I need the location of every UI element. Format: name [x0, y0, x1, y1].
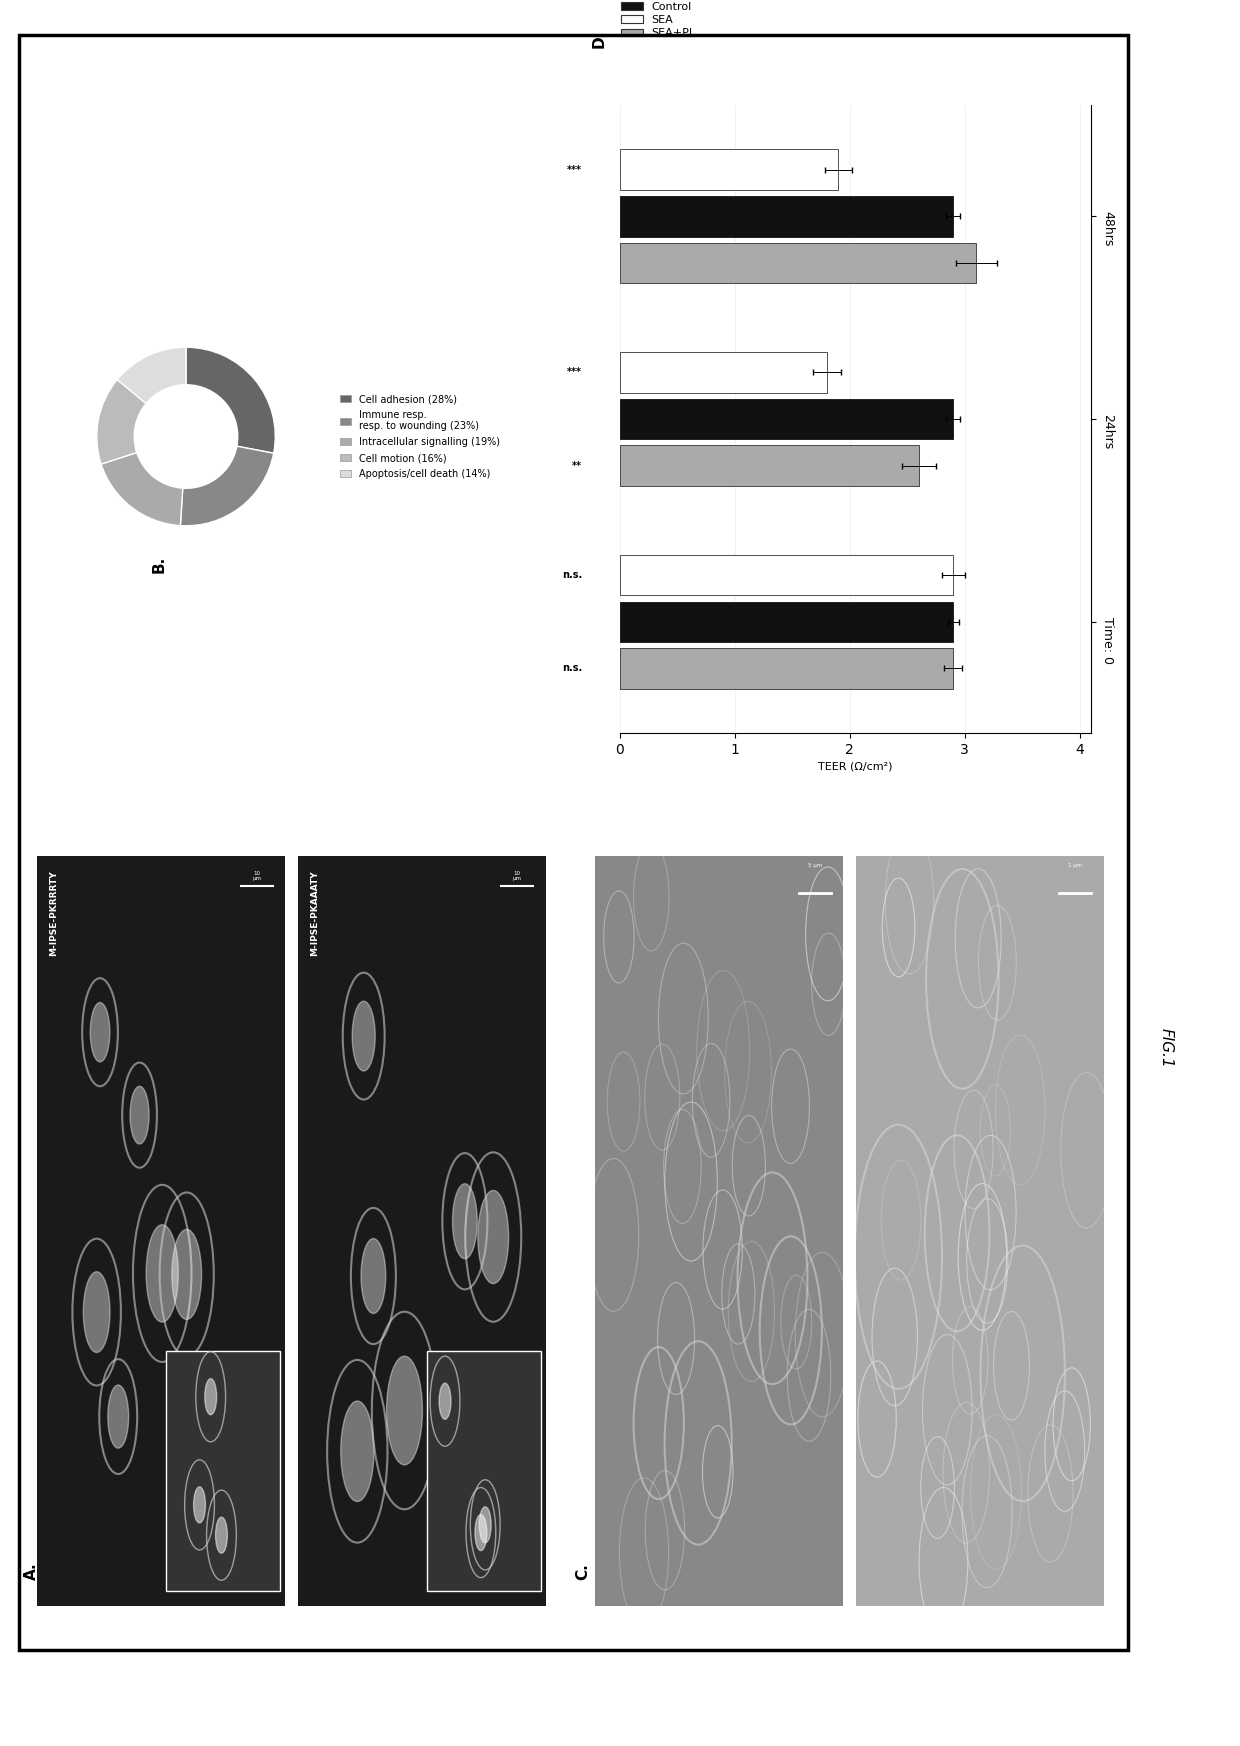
Wedge shape	[97, 379, 146, 464]
Text: **: **	[573, 461, 583, 471]
Circle shape	[475, 1514, 487, 1550]
Bar	[620, 445, 919, 485]
Text: n.s.: n.s.	[562, 663, 583, 674]
Text: 1 μm: 1 μm	[1068, 863, 1083, 868]
Circle shape	[439, 1383, 451, 1419]
Text: D.: D.	[591, 30, 606, 47]
Text: ***: ***	[568, 164, 583, 175]
Wedge shape	[118, 347, 186, 403]
Bar	[427, 1351, 541, 1591]
Circle shape	[146, 1224, 179, 1322]
Bar	[620, 243, 976, 283]
Circle shape	[352, 1000, 376, 1070]
Text: ***: ***	[568, 367, 583, 377]
Bar	[166, 1351, 280, 1591]
Text: C.: C.	[575, 1563, 590, 1580]
Text: 5 μm: 5 μm	[807, 863, 822, 868]
Circle shape	[341, 1400, 374, 1502]
Text: 10
μm: 10 μm	[252, 871, 262, 882]
Circle shape	[453, 1184, 477, 1259]
Circle shape	[130, 1086, 149, 1144]
Bar	[620, 602, 954, 643]
Bar	[620, 353, 827, 393]
Circle shape	[205, 1379, 217, 1414]
Text: M-IPSE-PKAAATY: M-IPSE-PKAAATY	[310, 871, 319, 957]
Bar	[620, 648, 954, 688]
Circle shape	[361, 1238, 386, 1313]
Bar	[620, 150, 838, 190]
Circle shape	[172, 1229, 202, 1320]
Circle shape	[387, 1357, 423, 1465]
Text: n.s.: n.s.	[562, 571, 583, 580]
X-axis label: TEER (Ω/cm²): TEER (Ω/cm²)	[818, 761, 893, 772]
Circle shape	[83, 1271, 110, 1353]
Circle shape	[216, 1517, 227, 1554]
Text: FIG.1: FIG.1	[1158, 1028, 1173, 1067]
Circle shape	[108, 1385, 129, 1447]
Legend: Control, SEA, SEA+PI: Control, SEA, SEA+PI	[616, 0, 697, 42]
Text: A.: A.	[24, 1563, 38, 1580]
Text: M-IPSE-PKRRRTY: M-IPSE-PKRRRTY	[50, 871, 58, 957]
Wedge shape	[186, 347, 275, 454]
Circle shape	[480, 1507, 491, 1543]
Circle shape	[193, 1488, 206, 1523]
Wedge shape	[180, 447, 274, 526]
Bar	[620, 398, 954, 440]
Bar	[620, 555, 954, 595]
Legend: Cell adhesion (28%), Immune resp.
resp. to wounding (23%), Intracellular signall: Cell adhesion (28%), Immune resp. resp. …	[336, 389, 505, 484]
Text: 10
μm: 10 μm	[512, 871, 522, 882]
Circle shape	[477, 1191, 508, 1283]
Text: B.: B.	[151, 557, 166, 573]
Circle shape	[91, 1002, 110, 1062]
Bar	[620, 196, 954, 236]
Wedge shape	[102, 452, 182, 526]
